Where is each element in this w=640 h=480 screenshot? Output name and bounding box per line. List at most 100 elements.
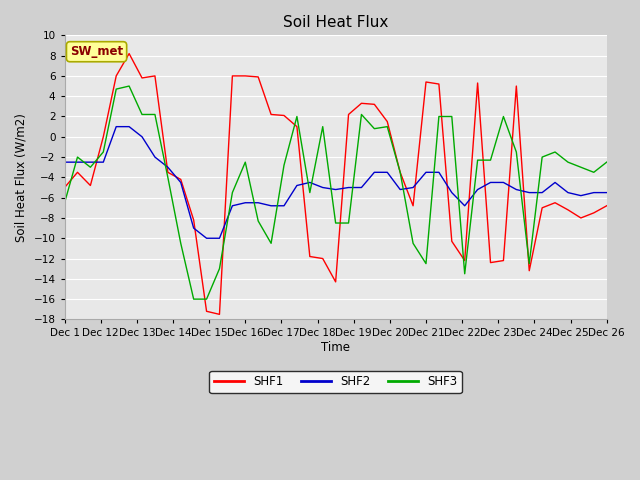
SHF2 <box>293 182 301 188</box>
SHF2 <box>319 185 326 191</box>
SHF2 <box>345 185 353 191</box>
SHF2 <box>190 225 198 231</box>
SHF2 <box>538 190 546 195</box>
SHF1 <box>125 51 133 57</box>
SHF2 <box>603 190 611 195</box>
SHF1 <box>345 111 353 117</box>
SHF2 <box>448 190 456 195</box>
SHF1 <box>422 79 430 85</box>
SHF2 <box>125 124 133 130</box>
SHF2 <box>254 200 262 205</box>
SHF1 <box>332 279 339 285</box>
X-axis label: Time: Time <box>321 341 350 354</box>
SHF2 <box>99 159 107 165</box>
SHF3 <box>409 240 417 246</box>
SHF3 <box>151 111 159 117</box>
SHF1 <box>461 258 468 264</box>
SHF2 <box>241 200 249 205</box>
SHF2 <box>332 187 339 192</box>
SHF2 <box>164 164 172 170</box>
SHF2 <box>525 190 533 195</box>
SHF3 <box>216 266 223 272</box>
SHF2 <box>151 154 159 160</box>
SHF1 <box>254 74 262 80</box>
SHF3 <box>268 240 275 246</box>
SHF2 <box>86 159 94 165</box>
SHF1 <box>590 210 598 216</box>
SHF1 <box>396 169 404 175</box>
SHF3 <box>138 111 146 117</box>
SHF2 <box>474 187 481 192</box>
SHF2 <box>74 159 81 165</box>
SHF1 <box>138 75 146 81</box>
SHF3 <box>383 124 391 130</box>
SHF3 <box>448 114 456 120</box>
SHF3 <box>86 164 94 170</box>
SHF1 <box>513 83 520 89</box>
SHF2 <box>113 124 120 130</box>
SHF3 <box>564 159 572 165</box>
SHF2 <box>61 159 68 165</box>
SHF3 <box>99 149 107 155</box>
SHF1 <box>486 260 494 265</box>
SHF3 <box>203 296 211 302</box>
SHF2 <box>422 169 430 175</box>
SHF1 <box>577 215 585 221</box>
Title: Soil Heat Flux: Soil Heat Flux <box>283 15 388 30</box>
SHF2 <box>590 190 598 195</box>
SHF2 <box>409 185 417 191</box>
SHF1 <box>435 81 443 87</box>
SHF3 <box>74 154 81 160</box>
SHF2 <box>203 235 211 241</box>
SHF3 <box>590 169 598 175</box>
SHF3 <box>551 149 559 155</box>
SHF1 <box>474 80 481 86</box>
SHF1 <box>61 185 68 191</box>
SHF1 <box>538 205 546 211</box>
SHF3 <box>125 83 133 89</box>
SHF3 <box>345 220 353 226</box>
SHF2 <box>513 187 520 192</box>
Line: SHF3: SHF3 <box>65 86 607 299</box>
SHF3 <box>603 159 611 165</box>
SHF3 <box>113 86 120 92</box>
SHF2 <box>396 187 404 192</box>
SHF1 <box>448 239 456 244</box>
SHF3 <box>280 162 288 168</box>
SHF3 <box>461 271 468 276</box>
SHF2 <box>216 235 223 241</box>
SHF3 <box>190 296 198 302</box>
SHF1 <box>228 73 236 79</box>
SHF1 <box>151 73 159 79</box>
SHF1 <box>113 73 120 79</box>
SHF3 <box>513 149 520 155</box>
SHF3 <box>61 200 68 205</box>
SHF1 <box>203 309 211 314</box>
SHF3 <box>435 114 443 120</box>
SHF2 <box>564 190 572 195</box>
SHF1 <box>383 119 391 124</box>
SHF1 <box>177 177 184 182</box>
SHF1 <box>241 73 249 79</box>
SHF1 <box>500 258 508 264</box>
SHF1 <box>164 169 172 175</box>
SHF1 <box>280 113 288 119</box>
SHF3 <box>500 114 508 120</box>
SHF3 <box>474 157 481 163</box>
SHF3 <box>577 164 585 170</box>
SHF3 <box>525 261 533 266</box>
SHF1 <box>525 268 533 274</box>
SHF2 <box>177 180 184 185</box>
SHF1 <box>190 217 198 223</box>
SHF2 <box>577 193 585 199</box>
SHF2 <box>461 203 468 209</box>
SHF3 <box>538 154 546 160</box>
SHF3 <box>177 240 184 246</box>
SHF3 <box>254 218 262 224</box>
SHF1 <box>86 182 94 188</box>
SHF1 <box>319 256 326 262</box>
Legend: SHF1, SHF2, SHF3: SHF1, SHF2, SHF3 <box>209 371 462 393</box>
SHF3 <box>396 169 404 175</box>
SHF3 <box>306 190 314 195</box>
SHF2 <box>551 180 559 185</box>
